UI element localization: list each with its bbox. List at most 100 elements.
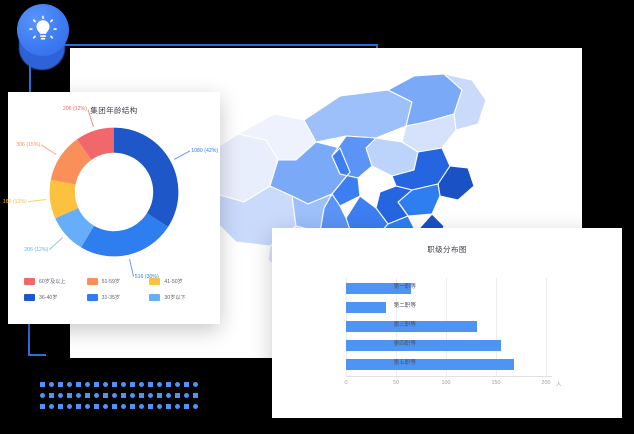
decor-dot xyxy=(103,393,108,398)
badge-circle xyxy=(17,4,69,56)
frame-line-bottom xyxy=(28,354,46,356)
decor-dot xyxy=(85,404,90,409)
bar-category-label: 第五职等 xyxy=(393,360,416,366)
bar-row[interactable] xyxy=(346,321,546,332)
bar-row[interactable] xyxy=(346,302,546,313)
donut-legend-item[interactable]: 36-40岁 xyxy=(24,294,85,301)
decor-dot xyxy=(121,404,126,409)
decor-dot xyxy=(49,404,54,409)
decor-dot xyxy=(94,404,99,409)
bar[interactable] xyxy=(346,321,477,332)
decor-dot xyxy=(112,404,117,409)
donut-slice[interactable] xyxy=(76,127,114,160)
legend-swatch xyxy=(149,278,161,285)
decor-dot xyxy=(139,404,144,409)
decor-dot xyxy=(49,393,54,398)
legend-swatch xyxy=(149,294,161,301)
frame-line-stem xyxy=(29,44,31,96)
donut-chart-panel: 集团年龄结构 1080 (42%) 516 (30%) 206 (12%) 168 (… xyxy=(3,92,220,324)
x-tick-label: 150 xyxy=(491,380,501,386)
donut-chart-svg xyxy=(49,127,179,257)
decor-dot xyxy=(157,382,162,387)
decor-dot xyxy=(130,382,135,387)
donut-chart-area: 1080 (42%) 516 (30%) 206 (12%) 168 (12%) 306… xyxy=(3,106,220,279)
lightbulb-icon xyxy=(29,15,57,40)
decor-dot xyxy=(76,382,81,387)
decor-dot xyxy=(148,404,153,409)
legend-label: 31-35岁 xyxy=(101,295,121,301)
donut-chart-title: 集团年龄结构 xyxy=(90,106,138,115)
donut-slice-label: 206 (12%) xyxy=(62,106,87,113)
legend-label: 41-50岁 xyxy=(164,279,183,285)
decor-dot xyxy=(94,393,99,398)
bar-category-label: 第三职等 xyxy=(393,322,416,328)
decor-dot xyxy=(193,382,198,387)
decor-dot xyxy=(40,404,45,409)
decor-dot xyxy=(49,382,54,387)
decor-dot xyxy=(85,382,90,387)
decor-dot xyxy=(166,404,171,409)
decor-dot xyxy=(184,404,189,409)
bar[interactable] xyxy=(346,283,411,294)
donut-legend-item[interactable]: 60岁及以上 xyxy=(24,278,85,285)
decor-dot xyxy=(94,382,99,387)
decor-dot xyxy=(58,393,63,398)
donut-legend: 60岁及以上 51-59岁 41-50岁 36-40岁 31-35岁 30岁以下 xyxy=(24,278,210,301)
x-tick-label: 50 xyxy=(393,380,399,386)
donut-slice[interactable] xyxy=(50,139,92,185)
bar[interactable] xyxy=(346,359,514,370)
bar-row[interactable] xyxy=(346,340,546,351)
decor-dot xyxy=(112,382,117,387)
x-tick-label: 200 xyxy=(541,380,551,386)
decor-dot xyxy=(103,382,108,387)
x-tick-label: 100 xyxy=(441,380,451,386)
donut-slice-label: 306 (15%) xyxy=(16,141,41,148)
decor-dot xyxy=(130,404,135,409)
legend-swatch xyxy=(86,278,98,285)
decor-dot xyxy=(148,393,153,398)
legend-label: 51-59岁 xyxy=(101,279,121,285)
decor-dot xyxy=(175,382,180,387)
x-gridline xyxy=(496,278,497,376)
bar-row[interactable] xyxy=(346,359,546,370)
bar-category-label: 第二职等 xyxy=(393,303,416,309)
x-tick-label: 0 xyxy=(344,380,348,386)
bar-row[interactable] xyxy=(346,283,546,294)
decor-dot xyxy=(58,404,63,409)
legend-label: 60岁及以上 xyxy=(39,279,66,285)
donut-slice[interactable] xyxy=(49,179,79,219)
x-gridline xyxy=(546,278,547,376)
decor-dot xyxy=(193,404,198,409)
bar-chart-area: 0 50 100 150 200 人 第一职等 第二职等 第三职等 第四职等 第五职等 xyxy=(272,274,622,404)
legend-swatch xyxy=(86,294,98,301)
decor-dot xyxy=(58,382,63,387)
decor-dot xyxy=(40,382,45,387)
donut-slice[interactable] xyxy=(55,208,94,248)
x-axis-line xyxy=(346,376,552,377)
legend-swatch xyxy=(24,294,35,301)
bar-chart-title: 职级分布图 xyxy=(427,245,467,254)
donut-legend-item[interactable]: 41-50岁 xyxy=(149,278,210,285)
decor-dot xyxy=(85,393,90,398)
decor-dot xyxy=(67,393,72,398)
bar[interactable] xyxy=(346,340,501,351)
decor-dot xyxy=(148,382,153,387)
legend-label: 30岁以下 xyxy=(164,295,186,301)
legend-swatch xyxy=(24,278,35,285)
decor-dot xyxy=(157,393,162,398)
bar-category-label: 第一职等 xyxy=(393,284,416,290)
donut-legend-item[interactable]: 30岁以下 xyxy=(149,294,210,301)
decor-dot xyxy=(166,393,171,398)
bar[interactable] xyxy=(346,302,386,313)
donut-slice[interactable] xyxy=(81,213,169,257)
decor-dot xyxy=(40,393,45,398)
bar-category-label: 第四职等 xyxy=(393,341,416,347)
donut-legend-item[interactable]: 51-59岁 xyxy=(86,278,148,285)
decor-dot xyxy=(139,393,144,398)
donut-slice[interactable] xyxy=(114,127,179,228)
donut-slice-label: 206 (12%) xyxy=(24,246,49,253)
donut-legend-item[interactable]: 31-35岁 xyxy=(86,294,148,301)
decor-dot xyxy=(76,404,81,409)
decor-dot xyxy=(103,404,108,409)
